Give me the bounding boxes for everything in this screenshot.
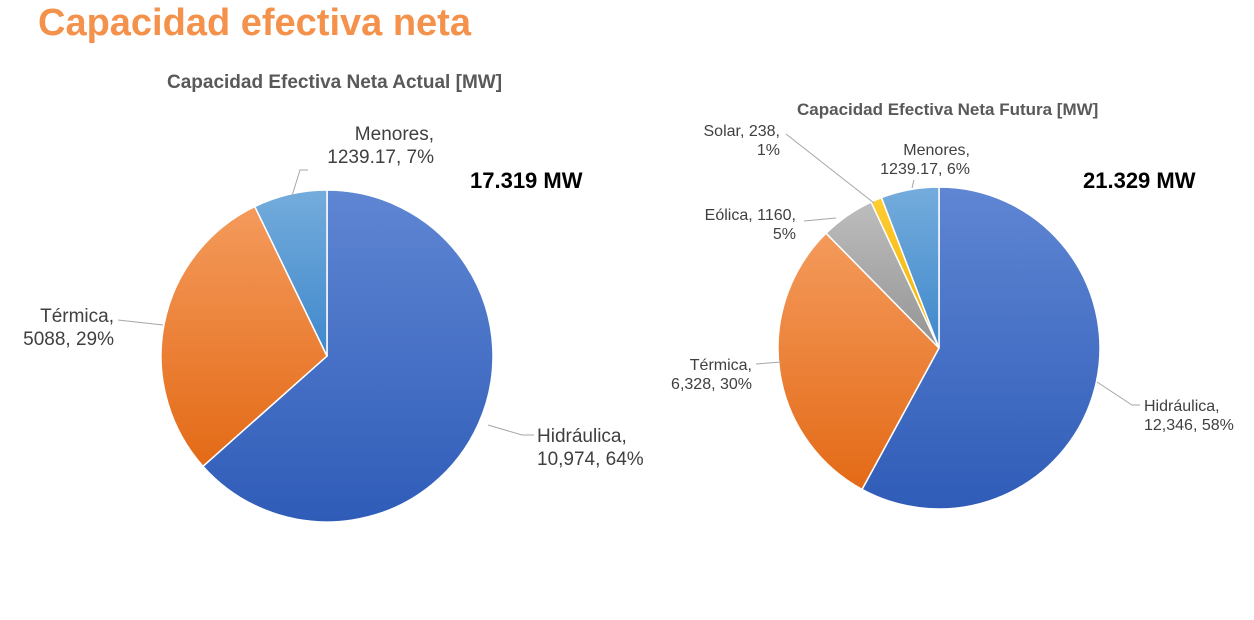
leader-line-menores-1	[911, 179, 915, 189]
slice-termica-1	[777, 232, 940, 491]
total-actual: 17.319 MW	[470, 168, 583, 193]
pie-futura: Hidráulica, 12,346, 58% Térmica, 6,328, 30%…	[671, 123, 1234, 510]
leader-line-menores-0	[291, 169, 308, 197]
leader-line-eolica-1	[803, 217, 837, 222]
chart-title-futura: Capacidad Efectiva Neta Futura [MW]	[797, 100, 1099, 119]
data-label-termica-0: Térmica, 5088, 29%	[23, 306, 114, 350]
chart-title-actual: Capacidad Efectiva Neta Actual [MW]	[167, 72, 503, 93]
data-label-menores-1: Menores, 1239.17, 6%	[880, 142, 970, 178]
slice-menores-0	[253, 189, 328, 357]
leader-line-solar-1	[785, 133, 875, 204]
total-futura: 21.329 MW	[1083, 168, 1196, 193]
data-label-hidraulica-0: Hidráulica, 10,974, 64%	[537, 426, 644, 470]
leader-line-hidraulica-1	[1096, 381, 1140, 406]
data-label-hidraulica-1: Hidráulica, 12,346, 58%	[1144, 398, 1234, 434]
data-label-termica-1: Térmica, 6,328, 30%	[671, 357, 752, 393]
slice-hidraulica-1	[861, 186, 1101, 510]
leader-line-hidraulica-0	[487, 424, 534, 436]
leader-line-termica-1	[755, 361, 782, 365]
data-label-menores-0: Menores, 1239.17, 7%	[327, 124, 434, 168]
slice-hidraulica-0	[201, 189, 494, 523]
leader-line-termica-0	[117, 319, 164, 326]
data-label-solar-1: Solar, 238, 1%	[704, 123, 781, 159]
pie-actual: Hidráulica, 10,974, 64% Térmica, 5088, 29% M…	[23, 124, 644, 523]
slice-menores-1	[880, 186, 940, 349]
data-label-eolica-1: Eólica, 1160, 5%	[705, 207, 796, 243]
page-title: Capacidad efectiva neta	[38, 2, 471, 44]
